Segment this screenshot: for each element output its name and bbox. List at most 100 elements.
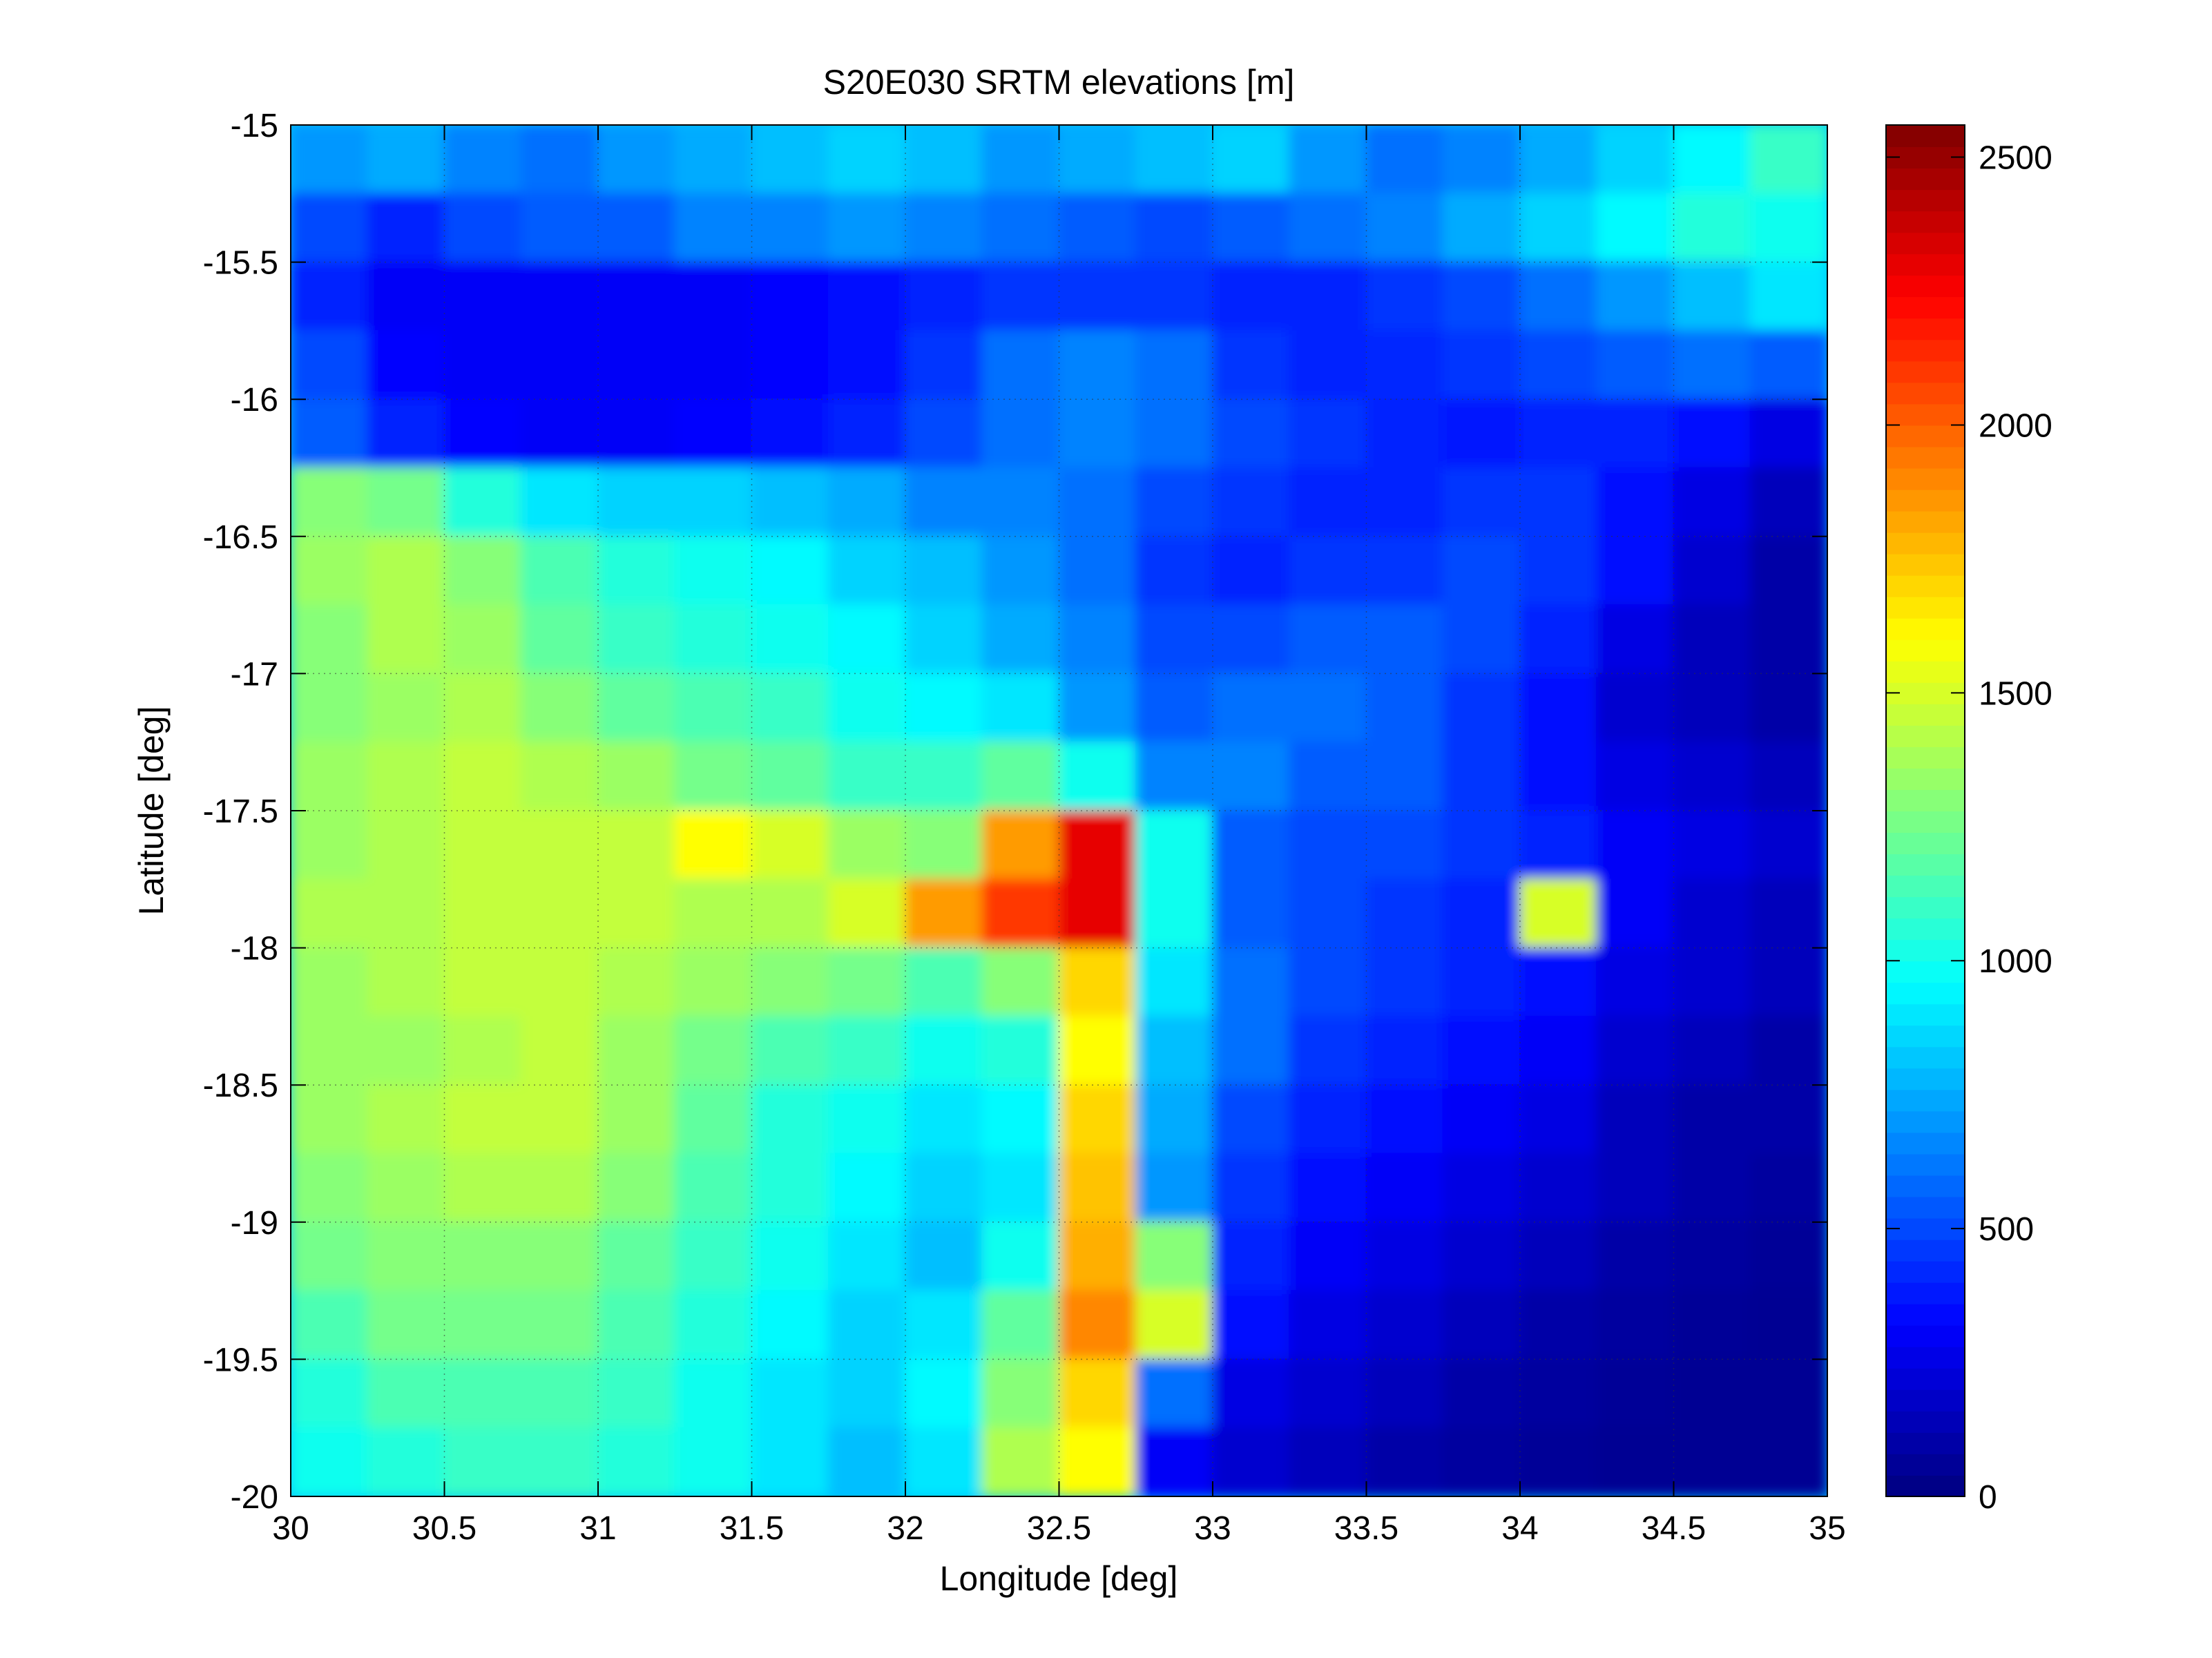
colorbar-tick-label: 1000 [1979,943,2052,980]
heatmap-cell [905,878,983,949]
heatmap-cell [291,673,369,743]
colorbar-band [1886,1003,1965,1026]
y-tick-label: -16 [231,382,278,418]
colorbar-band [1886,1389,1965,1411]
heatmap-cell [597,673,676,743]
x-axis: 30 30.5 31 31.5 32 32.5 33 33.5 34 34.5 35 Longitu… [272,125,1846,1598]
heatmap-cell [1596,947,1675,1017]
heatmap-cell [674,1221,753,1292]
heatmap-cell [674,535,753,606]
heatmap-cell [291,810,369,880]
heatmap-cell [443,1427,522,1496]
heatmap-cell [751,535,829,606]
heatmap-cell [1058,947,1137,1017]
heatmap-cell [367,1221,445,1292]
heatmap-cell [827,193,906,263]
heatmap-cell [1058,810,1137,880]
heatmap-cell [1749,535,1827,606]
x-axis-ticks: 30 30.5 31 31.5 32 32.5 33 33.5 34 34.5 35 [272,125,1846,1547]
heatmap-cell [520,1290,599,1360]
heatmap-cell [981,467,1060,537]
colorbar-band [1886,360,1965,383]
heatmap-cell [827,535,906,606]
heatmap-cell [367,947,445,1017]
colorbar-band [1886,339,1965,362]
heatmap-cell [1058,878,1137,949]
heatmap-cell [597,1290,676,1360]
heatmap-cell [1365,193,1444,263]
colorbar-band [1886,189,1965,212]
heatmap-cell [674,398,753,469]
heatmap-cell [1442,741,1521,811]
heatmap-cell [751,467,829,537]
heatmap-cell [291,741,369,811]
heatmap-cell [1058,1153,1137,1223]
heatmap-cell [905,1427,983,1496]
heatmap-cell [1289,1015,1367,1086]
heatmap-cell [981,125,1060,195]
heatmap-cell [674,1153,753,1223]
heatmap-cell [1749,1427,1827,1496]
colorbar-band [1886,510,1965,533]
heatmap-cell [751,741,829,811]
colorbar-band [1886,854,1965,876]
colorbar-band [1886,1282,1965,1304]
heatmap-cell [751,604,829,675]
heatmap-cell [981,1221,1060,1292]
x-tick-label: 32 [887,1510,923,1547]
colorbar-band [1886,767,1965,790]
heatmap-cell [597,398,676,469]
heatmap-cell [674,1427,753,1496]
heatmap-cell [443,1221,522,1292]
heatmap-cell [367,329,445,401]
heatmap-cell [1596,1221,1675,1292]
colorbar-tick-label: 1500 [1979,675,2052,712]
heatmap-cell [827,398,906,469]
heatmap-cell [981,1153,1060,1223]
heatmap-cell [1519,1290,1598,1360]
heatmap-cell [1365,1153,1444,1223]
heatmap-cell [905,673,983,743]
heatmap-cell [751,398,829,469]
y-tick-label: -15 [231,108,278,144]
heatmap-cell [443,1084,522,1155]
heatmap-cell [1749,1015,1827,1086]
heatmap-cell [367,1084,445,1155]
heatmap-cell [443,604,522,675]
heatmap-cell [443,878,522,949]
heatmap-cell [291,398,369,469]
heatmap-cell [981,398,1060,469]
heatmap-cell [1058,467,1137,537]
heatmap-cell [443,535,522,606]
colorbar-band [1886,467,1965,490]
heatmap-cell [291,1015,369,1086]
heatmap-cell [291,1427,369,1496]
heatmap-cell [1135,1427,1213,1496]
heatmap-cell [1596,1427,1675,1496]
colorbar-band [1886,318,1965,340]
heatmap-cell [905,1153,983,1223]
heatmap-cell [674,673,753,743]
heatmap-cell [367,1427,445,1496]
heatmap-cell [905,1084,983,1155]
x-tick-label: 33 [1194,1510,1231,1547]
heatmap-cell [1289,125,1367,195]
heatmap-cell [443,261,522,331]
heatmap-cell [905,193,983,263]
heatmap-cell [520,1221,599,1292]
heatmap-cell [827,1290,906,1360]
heatmap-cell [674,329,753,401]
heatmap-cell [1365,398,1444,469]
heatmap-cell [1135,193,1213,263]
heatmap-cell [291,329,369,401]
heatmap-cell [597,535,676,606]
heatmap-cell [1212,878,1291,949]
heatmap-cell [1135,878,1213,949]
heatmap-cell [443,329,522,401]
heatmap-cell [1289,193,1367,263]
heatmap-cell [443,1153,522,1223]
heatmap-cell [981,329,1060,401]
heatmap-cell [597,1084,676,1155]
colorbar-band [1886,1196,1965,1219]
heatmap-cell [1365,1290,1444,1360]
